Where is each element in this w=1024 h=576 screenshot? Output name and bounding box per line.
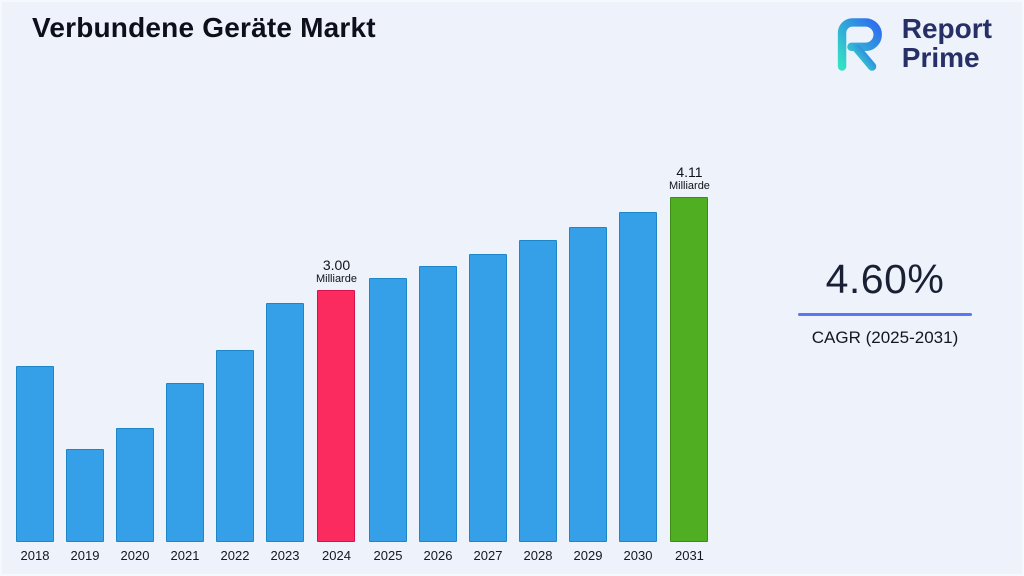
bar-2021 (166, 383, 204, 542)
bar-2028 (518, 240, 557, 542)
bar-annotation-2031: 4.11 Milliarde (669, 164, 710, 192)
bar-unit-label: Milliarde (668, 180, 710, 192)
logo-text: Report Prime (902, 15, 992, 72)
bar-column-2020: 2020 (116, 428, 154, 568)
cagr-divider (798, 313, 972, 316)
page-title: Verbundene Geräte Markt (32, 12, 376, 43)
bar-column-2030: 2030 (618, 212, 657, 568)
bar-annotation-2024: 3.00 Milliarde (316, 257, 357, 285)
bar-2026 (418, 266, 457, 542)
x-axis-label-2024: 2024 (322, 548, 351, 563)
logo-text-line1: Report (901, 13, 992, 45)
bar-column-2029: 2029 (568, 227, 607, 568)
logo-mark-icon (837, 18, 882, 71)
bar-column-2028: 2028 (518, 240, 557, 568)
x-axis-label-2027: 2027 (473, 548, 503, 563)
x-axis-label-2029: 2029 (573, 548, 603, 563)
bar-2020 (116, 428, 154, 542)
bar-2031 (670, 197, 709, 542)
cagr-label: CAGR (2025-2031) (811, 328, 959, 347)
bar-column-2027: 2027 (468, 254, 507, 568)
bar-2022 (216, 350, 254, 542)
bar-value-label: 4.11 (676, 164, 703, 180)
bar-2025 (368, 278, 407, 542)
bar-column-2021: 2021 (166, 383, 204, 568)
bar-chart: 2018 2019 2020 2021 2022 2023 3.00 Milliarde 202… (16, 164, 710, 568)
bar-2024 (317, 290, 356, 542)
bar-2030 (618, 212, 657, 542)
cagr-block: 4.60% CAGR (2025-2031) (792, 256, 978, 348)
report-prime-logo: Report Prime (826, 14, 992, 74)
bar-2023 (266, 303, 304, 542)
bar-column-2031: 4.11 Milliarde 2031 (669, 164, 710, 568)
x-axis-label-2025: 2025 (373, 548, 403, 563)
bar-column-2026: 2026 (418, 266, 457, 568)
x-axis-label-2031: 2031 (674, 548, 704, 563)
bar-2018 (16, 366, 54, 542)
x-axis-label-2022: 2022 (220, 548, 250, 563)
bar-2027 (468, 254, 507, 542)
bar-column-2019: 2019 (66, 449, 104, 568)
bar-column-2022: 2022 (216, 350, 254, 568)
bar-column-2023: 2023 (266, 303, 304, 568)
logo-text-line2: Prime (901, 42, 980, 73)
bar-unit-label: Milliarde (316, 273, 357, 285)
cagr-value: 4.60% (825, 256, 945, 302)
bar-column-2024: 3.00 Milliarde 2024 (316, 257, 357, 568)
x-axis-label-2019: 2019 (70, 548, 100, 563)
bar-2019 (66, 449, 104, 542)
x-axis-label-2028: 2028 (523, 548, 553, 563)
x-axis-label-2026: 2026 (423, 548, 453, 563)
bar-value-label: 3.00 (322, 257, 351, 273)
bar-column-2025: 2025 (368, 278, 407, 568)
x-axis-label-2020: 2020 (120, 548, 150, 563)
x-axis-label-2023: 2023 (270, 548, 300, 563)
bar-2029 (568, 227, 607, 542)
bar-column-2018: 2018 (16, 366, 54, 568)
x-axis-label-2021: 2021 (170, 548, 200, 563)
x-axis-label-2018: 2018 (20, 548, 50, 563)
x-axis-label-2030: 2030 (623, 548, 653, 563)
